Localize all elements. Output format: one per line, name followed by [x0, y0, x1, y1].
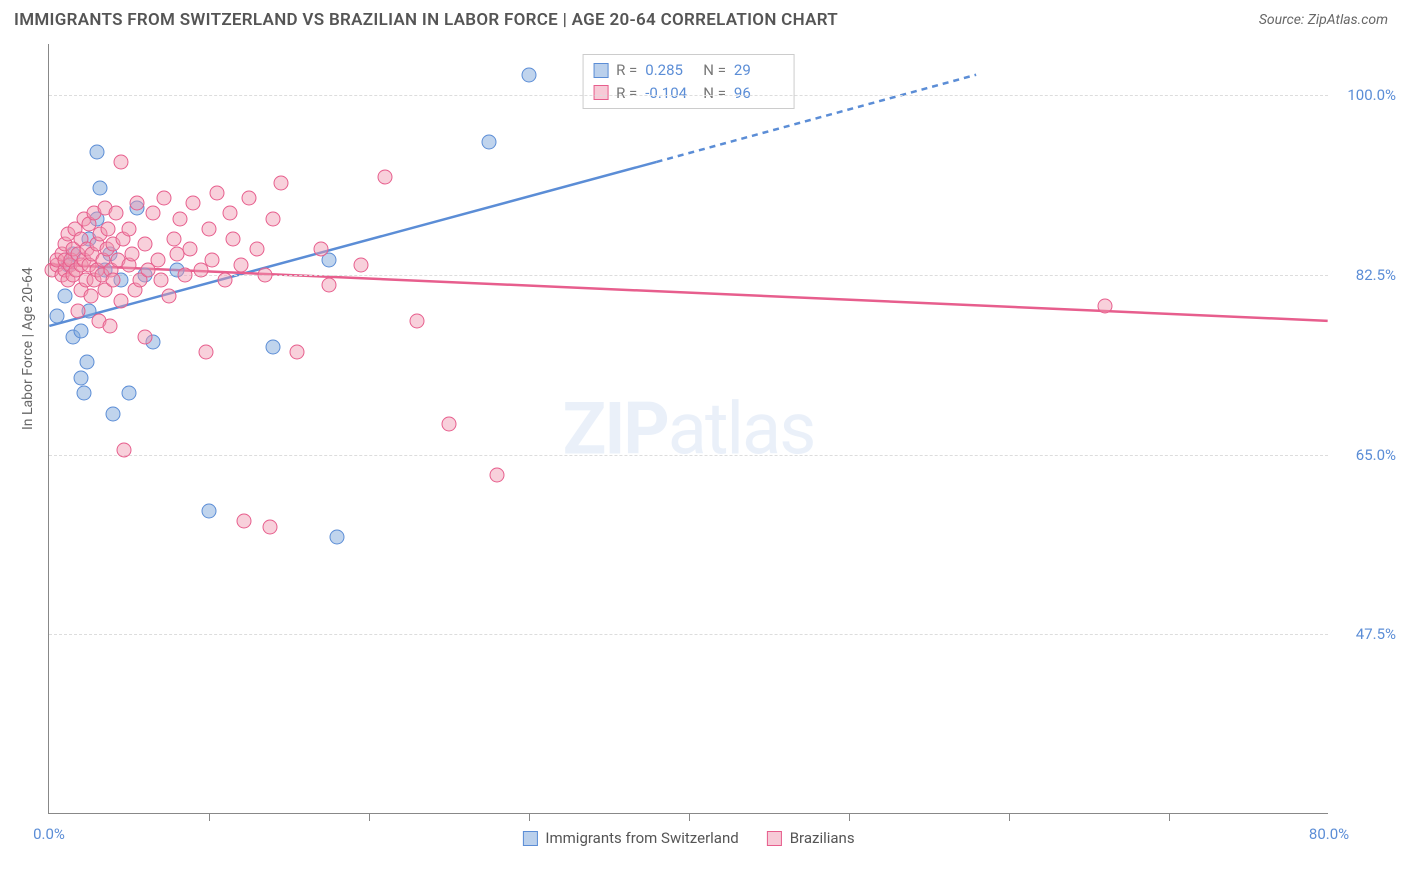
data-point-brazil	[202, 221, 217, 236]
stats-row-swiss: R = 0.285 N = 29	[593, 59, 784, 82]
data-point-swiss	[80, 355, 95, 370]
data-point-brazil	[410, 314, 425, 329]
x-tick	[1009, 813, 1010, 821]
gridline-h	[49, 634, 1328, 635]
data-point-swiss	[266, 339, 281, 354]
chart-title: IMMIGRANTS FROM SWITZERLAND VS BRAZILIAN…	[14, 10, 838, 30]
data-point-brazil	[1098, 298, 1113, 313]
y-axis-label: In Labor Force | Age 20-64	[20, 267, 36, 430]
data-point-brazil	[117, 442, 132, 457]
data-point-brazil	[130, 196, 145, 211]
x-tick	[849, 813, 850, 821]
data-point-brazil	[186, 196, 201, 211]
data-point-swiss	[74, 324, 89, 339]
y-tick-label: 47.5%	[1336, 625, 1396, 643]
data-point-swiss	[74, 370, 89, 385]
data-point-swiss	[93, 180, 108, 195]
data-point-brazil	[125, 247, 140, 262]
data-point-brazil	[198, 345, 213, 360]
data-point-swiss	[58, 288, 73, 303]
data-point-brazil	[242, 191, 257, 206]
x-tick-label: 0.0%	[33, 825, 65, 843]
data-point-brazil	[266, 211, 281, 226]
data-point-brazil	[106, 273, 121, 288]
data-point-brazil	[250, 242, 265, 257]
data-point-brazil	[314, 242, 329, 257]
legend-item-brazil: Brazilians	[767, 829, 855, 847]
data-point-brazil	[234, 257, 249, 272]
x-tick	[529, 813, 530, 821]
data-point-brazil	[154, 273, 169, 288]
data-point-brazil	[114, 155, 129, 170]
data-point-swiss	[202, 504, 217, 519]
y-tick-label: 82.5%	[1336, 266, 1396, 284]
data-point-brazil	[83, 288, 98, 303]
data-point-brazil	[173, 211, 188, 226]
data-point-brazil	[322, 278, 337, 293]
data-point-brazil	[114, 293, 129, 308]
data-point-brazil	[210, 185, 225, 200]
x-tick-label: 80.0%	[1309, 825, 1349, 843]
data-point-brazil	[262, 519, 277, 534]
data-point-brazil	[226, 232, 241, 247]
swatch-blue-icon	[593, 63, 608, 78]
y-tick-label: 100.0%	[1336, 86, 1396, 104]
gridline-h	[49, 275, 1328, 276]
data-point-brazil	[237, 514, 252, 529]
scatter-plot: ZIPatlas R = 0.285 N = 29 R = -0.104 N =…	[48, 44, 1328, 814]
watermark: ZIPatlas	[563, 386, 815, 471]
gridline-h	[49, 95, 1328, 96]
data-point-brazil	[182, 242, 197, 257]
data-point-brazil	[490, 468, 505, 483]
data-point-swiss	[90, 144, 105, 159]
swatch-pink-icon	[767, 831, 782, 846]
data-point-brazil	[290, 345, 305, 360]
swatch-blue-icon	[522, 831, 537, 846]
data-point-brazil	[162, 288, 177, 303]
x-tick	[689, 813, 690, 821]
series-legend: Immigrants from Switzerland Brazilians	[522, 829, 854, 847]
data-point-brazil	[378, 170, 393, 185]
trend-lines	[49, 44, 1328, 813]
data-point-brazil	[258, 268, 273, 283]
data-point-brazil	[150, 252, 165, 267]
data-point-brazil	[218, 273, 233, 288]
data-point-brazil	[354, 257, 369, 272]
data-point-brazil	[138, 237, 153, 252]
data-point-swiss	[122, 386, 137, 401]
data-point-brazil	[122, 221, 137, 236]
data-point-brazil	[274, 175, 289, 190]
y-tick-label: 65.0%	[1336, 446, 1396, 464]
data-point-brazil	[138, 329, 153, 344]
data-point-brazil	[222, 206, 237, 221]
data-point-brazil	[102, 319, 117, 334]
data-point-swiss	[50, 309, 65, 324]
source-attribution: Source: ZipAtlas.com	[1259, 12, 1388, 28]
data-point-brazil	[146, 206, 161, 221]
data-point-swiss	[106, 406, 121, 421]
x-tick	[369, 813, 370, 821]
data-point-brazil	[70, 303, 85, 318]
stats-row-brazil: R = -0.104 N = 96	[593, 82, 784, 105]
data-point-brazil	[157, 191, 172, 206]
stats-legend: R = 0.285 N = 29 R = -0.104 N = 96	[582, 54, 795, 109]
data-point-swiss	[482, 134, 497, 149]
data-point-brazil	[166, 232, 181, 247]
data-point-brazil	[109, 206, 124, 221]
x-tick	[1169, 813, 1170, 821]
data-point-brazil	[205, 252, 220, 267]
data-point-brazil	[178, 268, 193, 283]
swatch-pink-icon	[593, 85, 608, 100]
data-point-swiss	[77, 386, 92, 401]
data-point-swiss	[330, 529, 345, 544]
x-tick	[209, 813, 210, 821]
data-point-brazil	[101, 221, 116, 236]
data-point-swiss	[522, 67, 537, 82]
legend-item-swiss: Immigrants from Switzerland	[522, 829, 738, 847]
data-point-brazil	[442, 416, 457, 431]
gridline-h	[49, 455, 1328, 456]
